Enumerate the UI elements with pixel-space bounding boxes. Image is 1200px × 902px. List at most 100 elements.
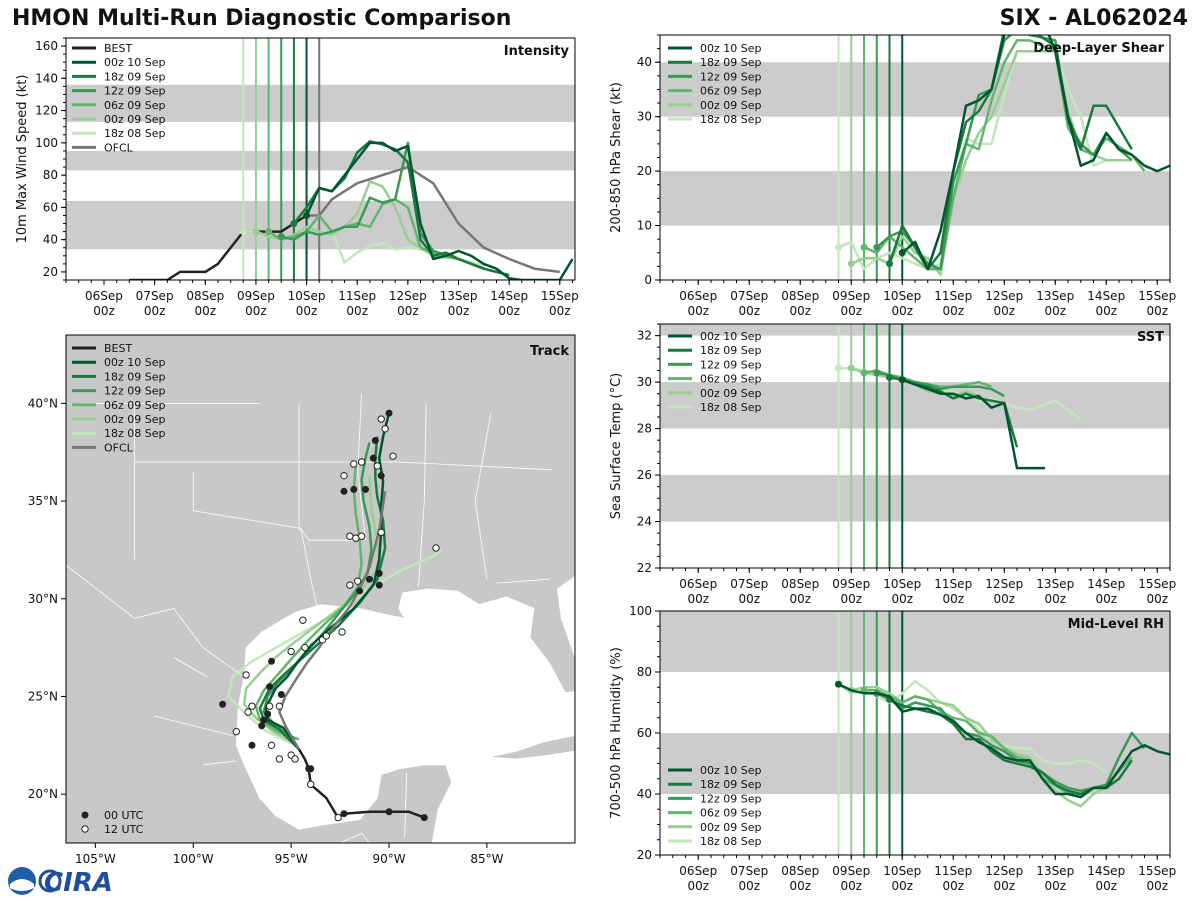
x-tick-label: 00z [738,304,760,318]
x-tick-label: 15Sep [1138,864,1176,878]
cira-logo: CIRA [4,864,114,898]
boundary-line [339,832,370,843]
marker-12utc [267,741,276,750]
legend-label: 18z 08 Sep [700,401,762,414]
legend-label: BEST [104,342,132,355]
x-tick-label: 09Sep [832,289,870,303]
x-tick-label: 00z [549,304,571,318]
marker-12utc [353,577,362,585]
run-start-point [847,260,855,268]
legend-label: 18z 08 Sep [700,835,762,848]
x-tick-label: 00z [789,879,811,893]
run-track-5 [227,548,443,745]
x-tick-label: 09Sep [237,289,275,303]
x-tick-label: 08Sep [186,289,224,303]
marker-00utc [258,722,266,730]
run-start-point [898,249,906,257]
cira-swirl-icon [38,869,62,893]
x-tick-label: 00z [891,879,913,893]
legend-label: 12z 09 Sep [104,85,166,98]
legend-label: 12z 09 Sep [700,792,762,805]
x-tick-label: 07Sep [730,289,768,303]
x-tick-label: 00z [346,304,368,318]
y-tick-label: 40°N [28,396,58,410]
x-tick-label: 95°W [275,852,308,866]
x-tick-label: 10Sep [883,864,921,878]
marker-12utc [287,647,295,656]
x-tick-label: 85°W [470,852,503,866]
threshold-band [660,382,1170,429]
marker-12utc [346,581,354,589]
x-tick-label: 00z [1146,304,1168,318]
legend-label: OFCL [104,141,134,154]
threshold-band [660,475,1170,522]
y-tick-label: 24 [637,515,652,529]
threshold-band [660,324,1170,336]
x-tick-label: 00z [1146,879,1168,893]
x-tick-label: 07Sep [730,577,768,591]
marker-00utc [248,741,256,749]
marker-12utc [299,616,307,624]
boundary-line [404,772,407,838]
legend-label: 18z 08 Sep [104,427,166,440]
legend-label: 18z 09 Sep [700,56,762,69]
marker-12utc [381,425,389,433]
x-tick-label: 00z [397,304,419,318]
x-tick-label: 00z [993,879,1015,893]
y-tick-label: 80 [43,168,58,182]
x-tick-label: 13Sep [1036,289,1074,303]
marker-00utc [350,485,358,493]
legend-label: 06z 09 Sep [700,807,762,820]
legend-label: 00z 09 Sep [700,821,762,834]
legend-label: 06z 09 Sep [104,99,166,112]
y-tick-label: 30 [637,375,652,389]
marker-12utc [232,727,241,736]
panel-title: SST [1137,330,1164,345]
x-tick-label: 10Sep [883,289,921,303]
track-map: 105°W 100°W 95°W 90°W 85°W 20°N 25°N 30°N 35°N 40… [28,334,576,866]
panel-title: Mid-Level RH [1068,617,1164,632]
legend-label: 18z 08 Sep [700,113,762,126]
threshold-band [660,171,1170,226]
plot-area [66,38,575,280]
x-tick-label: 11Sep [934,289,972,303]
x-tick-label: 00z [1044,879,1066,893]
legend-label: 18z 09 Sep [700,778,762,791]
y-tick-label: 140 [35,71,58,85]
x-tick-label: 11Sep [934,577,972,591]
x-tick-label: 15Sep [541,289,579,303]
run-start-point [265,228,273,236]
legend-label: 00z 10 Sep [104,356,166,369]
x-tick-label: 00z [144,304,166,318]
panel-title: Intensity [504,44,570,59]
x-tick-label: 00z [1146,592,1168,606]
marker-00utc [377,472,385,480]
x-tick-label: 00z [1095,592,1117,606]
marker-00utc [385,409,393,417]
y-tick-label: 35°N [28,494,58,508]
y-tick-label: 0 [644,273,652,287]
x-tick-label: 105°W [75,852,116,866]
run-start-point [873,243,881,251]
x-tick-label: 12Sep [985,864,1023,878]
marker-12utc [275,755,284,763]
x-tick-label: 00z [687,879,709,893]
x-tick-label: 00z [738,879,760,893]
y-tick-label: 80 [637,665,652,679]
legend-label: 12z 09 Sep [700,70,762,83]
marker-00utc [268,657,276,665]
boundary-line [300,528,360,541]
x-tick-label: 14Sep [1087,577,1125,591]
x-tick-label: 00z [891,592,913,606]
marker-12utc [346,532,354,540]
y-tick-label: 10 [637,219,652,233]
marker-12utc [350,460,358,468]
y-tick-label: 120 [35,104,58,118]
legend-label: 00z 09 Sep [104,413,166,426]
cuba-landmass [488,735,575,760]
x-tick-label: 15Sep [1138,289,1176,303]
x-tick-label: 12Sep [389,289,427,303]
y-tick-label: 100 [35,136,58,150]
rh-chart: 2040608010006Sep00z07Sep00z08Sep00z09Sep… [609,605,1176,893]
boundary-line [66,564,245,678]
